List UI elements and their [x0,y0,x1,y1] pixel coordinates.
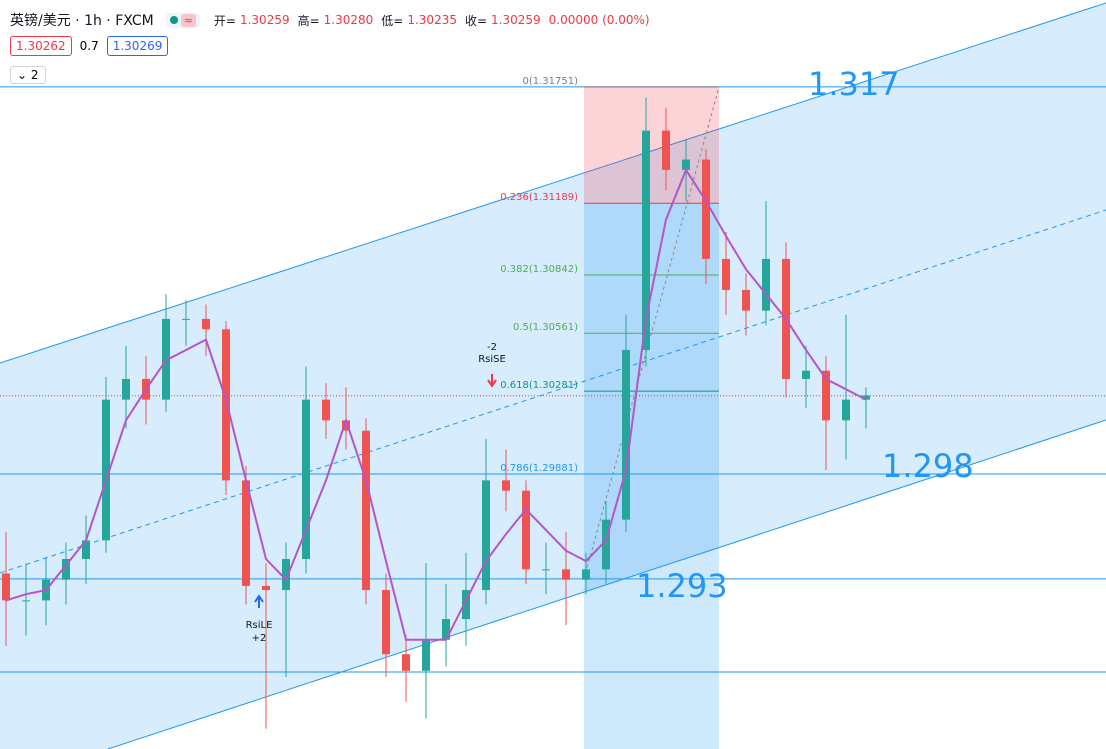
candle-body [822,370,830,421]
fib-zone-top [584,87,719,203]
candle-body [102,399,110,541]
indicator-count: 2 [30,68,39,82]
candle-body [342,420,350,431]
buy-button[interactable]: 1.30269 [106,36,169,56]
candle-body [842,399,850,421]
channel-lower [107,419,1106,749]
candle-body [22,600,30,602]
candle-body [802,370,810,379]
candle-body [262,585,270,591]
candle-body [362,430,370,591]
candle-body [582,569,590,580]
fib-label: 0.382(1.30842) [500,264,578,275]
candle-body [702,159,710,259]
candle-body [402,654,410,671]
buy-arrow [254,594,264,608]
level-label: 1.317 [808,65,900,103]
fib-label: 0.786(1.29881) [500,463,578,474]
channel-upper [0,2,1106,364]
trade-row: 1.30262 0.7 1.30269 [10,36,169,56]
ohlc-value: 1.30235 [407,13,457,27]
moving-average [5,167,867,641]
candle-body [622,349,630,520]
candle-body [302,399,310,560]
candle-body [562,569,570,580]
candle-body [182,318,190,320]
candle-body [422,639,430,671]
legend-header: 英镑/美元 · 1h · FXCM ≈ 开= 1.30259 高= 1.30280 … [10,10,654,30]
fib-label: 0.236(1.31189) [500,192,578,203]
ohlc-key: 低= [381,13,404,28]
level-label: 1.298 [882,447,974,485]
candle-body [382,590,390,655]
candle-body [542,569,550,571]
candle-body [322,399,330,421]
indicator-toggle[interactable]: ⌄ 2 [10,66,46,84]
signal-size: -2 [487,342,497,353]
candle-body [82,540,90,560]
candle-body [862,395,870,400]
signal-size: +2 [252,633,267,644]
ohlc-key: 开= [213,13,236,28]
fib-label: 0.618(1.30281) [500,380,578,391]
ohlc-value: 1.30280 [323,13,374,27]
spread: 0.7 [79,39,99,53]
candle-body [762,258,770,311]
candle-body [502,480,510,491]
fib-trend [583,86,720,580]
candle-body [462,590,470,620]
candle-body [742,289,750,311]
candle-body [282,559,290,591]
candle-body [522,490,530,570]
ohlc-value: 1.30259 [239,13,290,27]
signal-label: RsiSE [478,354,506,365]
symbol: 英镑/美元 · 1h · FXCM [10,13,154,29]
fib-label: 0(1.31751) [522,76,578,87]
ohlc-key: 收= [464,13,488,28]
candle-body [482,480,490,591]
sell-arrow [487,374,497,388]
fib-zone [584,203,719,749]
candle-body [2,573,10,601]
ohlc-value: 1.30259 [491,13,541,27]
candle-body [62,559,70,580]
candle-body [662,130,670,170]
signal-label: RsiLE [246,620,273,631]
candle-body [202,318,210,330]
candle-body [122,378,130,400]
status[interactable]: ≈ [165,12,200,28]
candle-body [722,258,730,290]
channel-fill [0,3,1106,749]
ohlc-key: 高= [297,13,320,28]
candle-body [442,619,450,640]
change: 0.00000 (0.00%) [548,13,650,27]
candle-body [602,519,610,570]
candle-body [642,130,650,350]
sell-button[interactable]: 1.30262 [10,36,72,56]
candle-body [222,329,230,481]
candle-body [242,480,250,586]
fib-label: 0.5(1.30561) [513,322,578,333]
candle-body [682,159,690,170]
level-label: 1.293 [636,567,728,605]
